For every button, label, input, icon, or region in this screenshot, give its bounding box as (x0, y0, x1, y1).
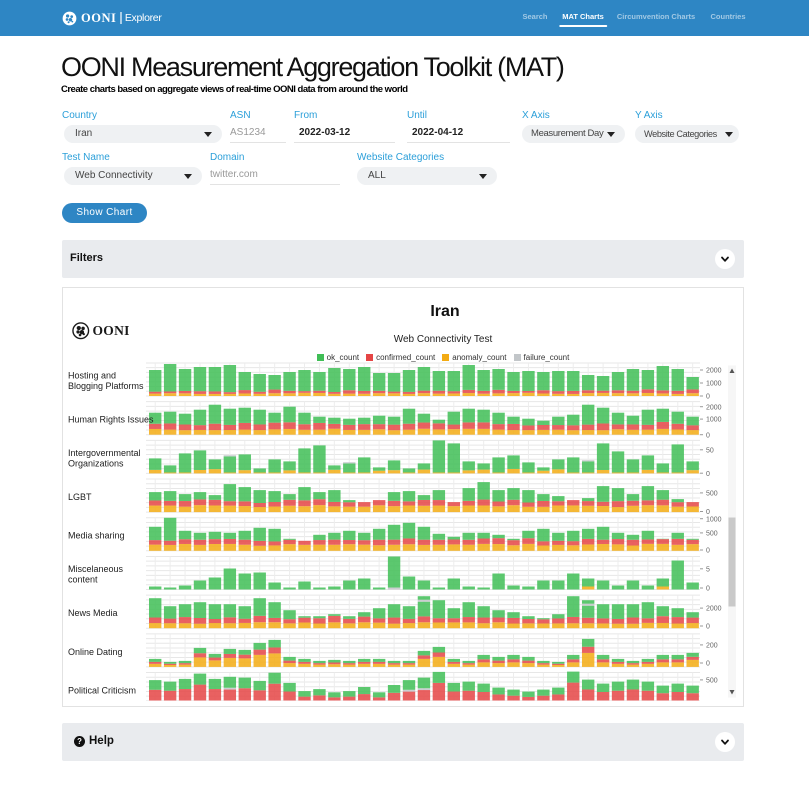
svg-text:Political Criticism: Political Criticism (68, 685, 136, 695)
svg-text:2000: 2000 (706, 367, 722, 374)
svg-text:1000: 1000 (706, 416, 722, 423)
svg-text:500: 500 (706, 530, 718, 537)
svg-text:Miscelaneous: Miscelaneous (68, 564, 124, 574)
svg-text:?: ? (77, 737, 82, 746)
svg-text:0: 0 (706, 432, 710, 439)
svg-text:0: 0 (706, 585, 710, 592)
svg-text:Organizations: Organizations (68, 458, 124, 468)
svg-text:5: 5 (706, 566, 710, 573)
svg-text:2000: 2000 (706, 605, 722, 612)
svg-text:LGBT: LGBT (68, 492, 92, 502)
svg-text:1000: 1000 (706, 380, 722, 387)
svg-text:Hosting and: Hosting and (68, 370, 116, 380)
svg-text:Intergovernmental: Intergovernmental (68, 448, 141, 458)
svg-text:0: 0 (706, 660, 710, 667)
svg-text:200: 200 (706, 642, 718, 649)
svg-text:Online Dating: Online Dating (68, 646, 123, 656)
svg-text:News Media: News Media (68, 608, 118, 618)
svg-text:1000: 1000 (706, 516, 722, 523)
svg-text:Media sharing: Media sharing (68, 530, 125, 540)
svg-text:content: content (68, 574, 98, 584)
svg-text:0: 0 (706, 547, 710, 554)
svg-text:Blogging Platforms: Blogging Platforms (68, 381, 144, 391)
svg-text:500: 500 (706, 490, 718, 497)
svg-text:0: 0 (706, 470, 710, 477)
svg-text:0: 0 (706, 623, 710, 630)
svg-text:2000: 2000 (706, 404, 722, 411)
svg-text:0: 0 (706, 393, 710, 400)
svg-text:Human Rights Issues: Human Rights Issues (68, 414, 154, 424)
svg-text:500: 500 (706, 677, 718, 684)
svg-text:0: 0 (706, 509, 710, 516)
svg-text:50: 50 (706, 447, 714, 454)
